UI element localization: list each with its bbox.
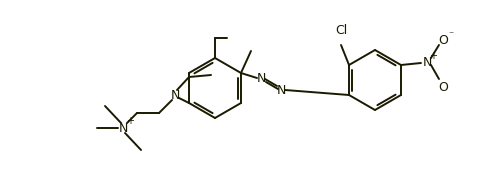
Text: Cl: Cl: [335, 24, 347, 37]
Text: N: N: [118, 122, 128, 134]
Text: N: N: [276, 84, 285, 96]
Text: N: N: [256, 71, 265, 84]
Text: +: +: [429, 51, 437, 61]
Text: O: O: [438, 33, 448, 46]
Text: +: +: [126, 116, 134, 126]
Text: ⁻: ⁻: [448, 30, 453, 40]
Text: N: N: [170, 89, 180, 102]
Text: N: N: [422, 55, 432, 69]
Text: O: O: [438, 80, 448, 93]
